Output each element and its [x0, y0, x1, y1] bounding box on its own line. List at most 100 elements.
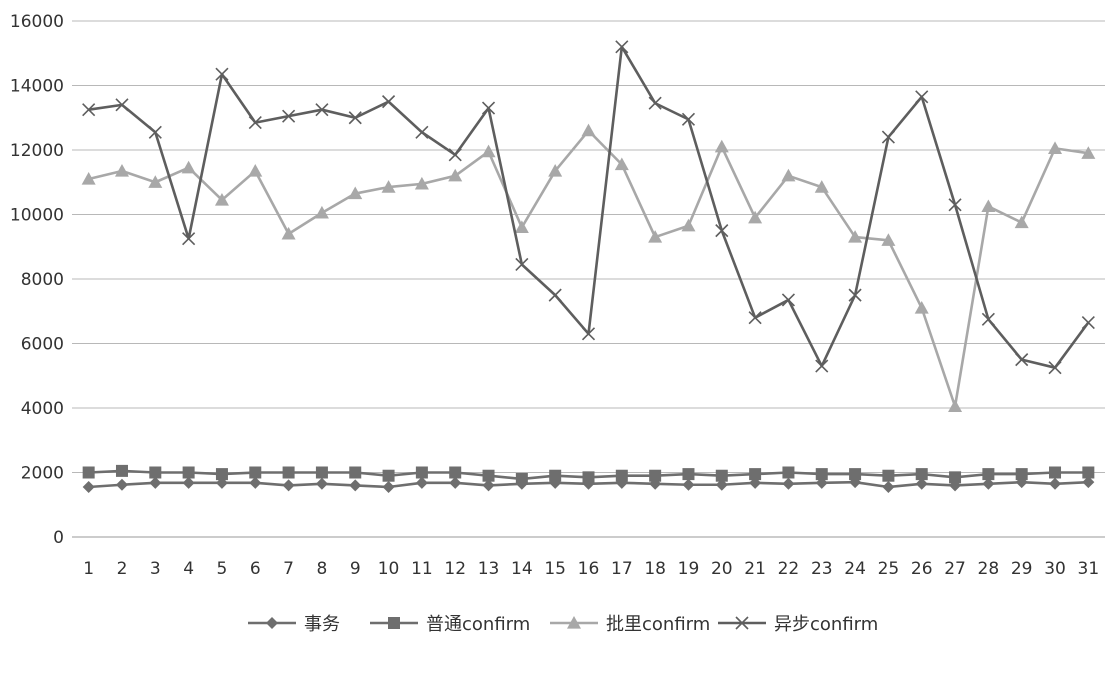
data-point [848, 288, 862, 302]
series-2 [81, 123, 1096, 412]
data-point [914, 301, 929, 314]
data-point [648, 96, 662, 110]
data-point [349, 466, 362, 479]
data-point [348, 111, 362, 125]
data-point [1081, 146, 1096, 159]
data-point [115, 478, 128, 491]
x-tick-label: 1 [83, 559, 94, 579]
data-point [249, 466, 262, 479]
data-point [515, 472, 528, 485]
x-tick-label: 24 [844, 559, 866, 579]
data-point [514, 220, 529, 233]
data-point [1015, 468, 1028, 481]
x-tick-label: 20 [711, 559, 733, 579]
legend-item: 普通confirm [370, 614, 530, 635]
x-tick-label: 31 [1078, 559, 1100, 579]
data-point [249, 476, 262, 489]
data-point [1081, 315, 1095, 330]
data-point [381, 180, 396, 193]
data-point [414, 176, 429, 190]
data-point [748, 210, 763, 224]
x-tick-label: 16 [578, 559, 600, 579]
data-point [315, 466, 328, 479]
data-point [915, 477, 928, 490]
x-tick-label: 4 [183, 559, 194, 579]
data-point [815, 359, 829, 373]
data-point [881, 233, 896, 246]
data-point [182, 232, 196, 246]
data-point [181, 160, 196, 174]
x-tick-label: 8 [317, 559, 328, 579]
legend: 事务 普通confirm 批里confirm 异步confirm [248, 614, 878, 635]
data-point [849, 468, 862, 481]
x-tick-label: 9 [350, 559, 361, 579]
data-point [1049, 477, 1062, 490]
data-point [315, 103, 329, 117]
y-tick-label: 8000 [21, 270, 64, 290]
data-point [215, 468, 228, 481]
legend-item: 事务 [248, 614, 340, 635]
data-point [1082, 466, 1095, 479]
x-tick-label: 7 [283, 559, 294, 579]
series-3 [82, 40, 1095, 375]
data-point [682, 478, 695, 491]
x-tick-label: 28 [978, 559, 1000, 579]
data-point [114, 163, 129, 177]
x-tick-label: 12 [444, 559, 466, 579]
data-point [382, 469, 395, 482]
legend-swatch-marker [735, 616, 749, 630]
data-point [515, 257, 529, 272]
data-point [315, 477, 328, 490]
data-point [215, 67, 229, 81]
x-tick-label: 11 [411, 559, 433, 579]
data-point [148, 125, 162, 139]
legend-label: 批里confirm [606, 614, 710, 635]
data-point [281, 226, 296, 240]
y-tick-label: 6000 [21, 335, 64, 355]
data-point [781, 168, 796, 182]
data-point [1082, 476, 1095, 489]
data-point [948, 399, 963, 412]
data-point [915, 468, 928, 481]
data-point [82, 466, 95, 479]
data-point [549, 469, 562, 482]
data-point [882, 481, 895, 494]
x-tick-label: 18 [644, 559, 666, 579]
data-point [248, 163, 263, 177]
data-point [881, 130, 895, 144]
x-tick-label: 25 [878, 559, 900, 579]
x-tick-label: 6 [250, 559, 261, 579]
data-point [349, 479, 362, 492]
x-tick-label: 30 [1044, 559, 1066, 579]
y-tick-label: 14000 [10, 77, 64, 97]
data-point [481, 144, 496, 158]
data-point [282, 109, 296, 123]
data-point [82, 481, 95, 494]
data-point [848, 230, 863, 243]
legend-item: 异步confirm [718, 614, 878, 635]
data-point [582, 471, 595, 484]
data-point [82, 103, 96, 117]
data-point [981, 312, 995, 326]
y-tick-label: 2000 [21, 464, 64, 484]
x-tick-label: 17 [611, 559, 633, 579]
data-point [448, 168, 463, 182]
data-point [815, 468, 828, 481]
data-point [982, 477, 995, 490]
legend-label: 事务 [304, 614, 340, 635]
data-point [981, 199, 996, 213]
x-tick-label: 15 [544, 559, 566, 579]
data-point [415, 476, 428, 489]
data-point [449, 476, 462, 489]
x-tick-label: 26 [911, 559, 933, 579]
data-point [282, 479, 295, 492]
data-point [882, 469, 895, 482]
data-point [615, 40, 629, 54]
legend-swatch-marker [567, 616, 581, 629]
data-point [715, 224, 729, 238]
data-point [948, 198, 962, 212]
series-lines [81, 40, 1096, 494]
data-point [681, 112, 696, 126]
